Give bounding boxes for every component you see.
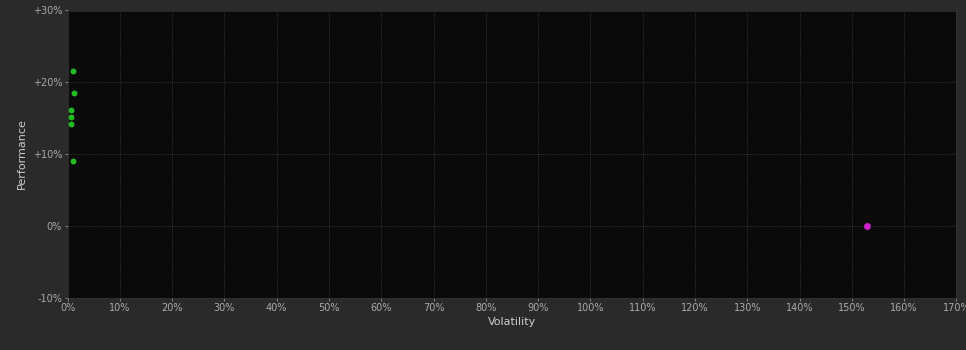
Point — [65, 158, 80, 164]
X-axis label: Volatility: Volatility — [488, 317, 536, 327]
Point — [860, 223, 875, 229]
Y-axis label: Performance: Performance — [17, 119, 27, 189]
Point — [65, 69, 80, 74]
Point — [64, 107, 79, 112]
Point — [64, 121, 79, 127]
Point — [66, 90, 81, 96]
Point — [64, 114, 79, 119]
